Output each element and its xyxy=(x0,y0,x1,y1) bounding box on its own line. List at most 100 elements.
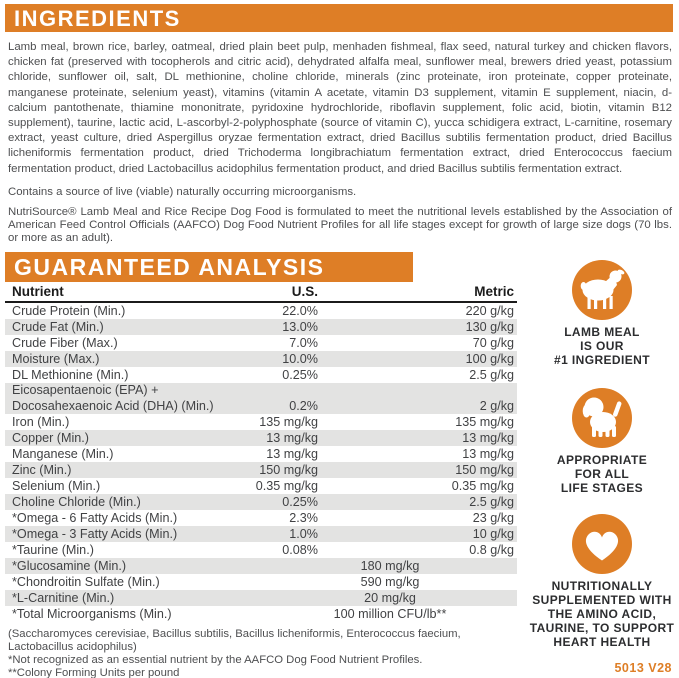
ingredients-title: INGREDIENTS xyxy=(14,6,181,31)
nutrient-cell: DL Methionine (Min.) xyxy=(12,368,129,382)
nutrient-cell: *Taurine (Min.) xyxy=(12,543,94,557)
table-row: Crude Fat (Min.) 13.0% 130 g/kg xyxy=(5,319,517,335)
us-value-cell: 10.0% xyxy=(282,352,318,366)
nutrient-cell: *L-Carnitine (Min.) xyxy=(12,591,115,605)
metric-value-cell: 100 g/kg xyxy=(465,352,514,366)
badge-heart-health-label: NUTRITIONALLY SUPPLEMENTED WITH THE AMIN… xyxy=(529,579,675,649)
us-value-cell: 13.0% xyxy=(282,320,318,334)
column-header-us: U.S. xyxy=(243,284,318,303)
nutrient-cell: Crude Protein (Min.) xyxy=(12,304,126,318)
badge-column: LAMB MEAL IS OUR #1 INGREDIENT xyxy=(527,256,677,676)
nutrient-line-1: Eicosapentaenoic (EPA) + xyxy=(12,383,159,397)
nutrient-cell: Iron (Min.) xyxy=(12,415,70,429)
nutrient-cell: Zinc (Min.) xyxy=(12,463,72,477)
metric-value-cell: 10 g/kg xyxy=(472,527,514,541)
aafco-statement: NutriSource® Lamb Meal and Rice Recipe D… xyxy=(8,206,672,245)
nutrient-cell: Eicosapentaenoic (EPA) + Docosahexaenoic… xyxy=(5,383,243,414)
table-row: Moisture (Max.) 10.0% 100 g/kg xyxy=(5,351,517,367)
nutrient-cell: Moisture (Max.) xyxy=(12,352,100,366)
nutrient-cell: Crude Fat (Min.) xyxy=(12,320,104,334)
nutrient-cell: *Chondroitin Sulfate (Min.) xyxy=(12,575,160,589)
nutrient-cell: Manganese (Min.) xyxy=(12,447,114,461)
puppy-icon xyxy=(572,388,632,448)
metric-value-cell: 220 g/kg xyxy=(465,304,514,318)
badge-life-stages: APPROPRIATE FOR ALL LIFE STAGES xyxy=(527,388,677,495)
us-value-cell: 13 mg/kg xyxy=(266,431,318,445)
us-value-cell: 0.08% xyxy=(282,543,318,557)
badge-heart-health: NUTRITIONALLY SUPPLEMENTED WITH THE AMIN… xyxy=(527,514,677,649)
metric-value-cell: 13 mg/kg xyxy=(462,431,514,445)
microorganisms-note: Contains a source of live (viable) natur… xyxy=(8,185,357,198)
metric-value-cell: 150 mg/kg xyxy=(455,463,514,477)
guaranteed-analysis-section: GUARANTEED ANALYSIS Nutrient U.S. Metric… xyxy=(5,252,517,678)
table-row: *Chondroitin Sulfate (Min.) 590 mg/kg xyxy=(5,574,517,590)
column-header-metric: Metric xyxy=(318,284,517,303)
span-value-cell: 180 mg/kg xyxy=(360,559,420,573)
us-value-cell: 135 mg/kg xyxy=(259,415,318,429)
us-value-cell: 0.25% xyxy=(282,368,318,382)
table-row: Crude Fiber (Max.) 7.0% 70 g/kg xyxy=(5,335,517,351)
table-row: *Glucosamine (Min.) 180 mg/kg xyxy=(5,558,517,574)
metric-value-cell: 2.5 g/kg xyxy=(469,368,514,382)
table-row: Copper (Min.) 13 mg/kg 13 mg/kg xyxy=(5,430,517,446)
span-value-cell: 20 mg/kg xyxy=(364,591,416,605)
table-row: *Taurine (Min.) 0.08% 0.8 g/kg xyxy=(5,542,517,558)
ingredients-header-bar: INGREDIENTS xyxy=(5,4,673,32)
product-code: 5013 V28 xyxy=(614,661,672,675)
metric-value-cell: 0.35 mg/kg xyxy=(451,479,514,493)
metric-value-cell: 13 mg/kg xyxy=(462,447,514,461)
nutrient-cell: *Total Microorganisms (Min.) xyxy=(12,607,172,621)
metric-value-cell: 23 g/kg xyxy=(472,511,514,525)
us-value-cell: 0.25% xyxy=(282,495,318,509)
us-value-cell: 150 mg/kg xyxy=(259,463,318,477)
table-row: DL Methionine (Min.) 0.25% 2.5 g/kg xyxy=(5,367,517,383)
badge-lamb-label: LAMB MEAL IS OUR #1 INGREDIENT xyxy=(554,325,650,367)
table-row: Zinc (Min.) 150 mg/kg 150 mg/kg xyxy=(5,462,517,478)
footnote-not-recognized: *Not recognized as an essential nutrient… xyxy=(8,654,423,666)
us-value-cell: 22.0% xyxy=(282,304,318,318)
table-row: Choline Chloride (Min.) 0.25% 2.5 g/kg xyxy=(5,494,517,510)
nutrient-cell: Copper (Min.) xyxy=(12,431,89,445)
table-row: Manganese (Min.) 13 mg/kg 13 mg/kg xyxy=(5,446,517,462)
guaranteed-analysis-header-bar: GUARANTEED ANALYSIS xyxy=(5,252,413,282)
table-row: *Omega - 3 Fatty Acids (Min.) 1.0% 10 g/… xyxy=(5,526,517,542)
nutrient-cell: *Omega - 6 Fatty Acids (Min.) xyxy=(12,511,178,525)
nutrient-cell: Choline Chloride (Min.) xyxy=(12,495,141,509)
guaranteed-analysis-table: Nutrient U.S. Metric Crude Protein (Min.… xyxy=(5,284,517,622)
nutrient-cell: *Glucosamine (Min.) xyxy=(12,559,127,573)
ingredients-paragraph: Lamb meal, brown rice, barley, oatmeal, … xyxy=(8,41,672,175)
table-row: *Total Microorganisms (Min.) 100 million… xyxy=(5,606,517,622)
nutrient-line-2: Docosahexaenoic Acid (DHA) (Min.) xyxy=(12,398,214,413)
metric-value-cell: 2.5 g/kg xyxy=(469,495,514,509)
lamb-icon xyxy=(572,260,632,320)
column-header-nutrient: Nutrient xyxy=(5,284,243,303)
metric-value-cell: 2 g/kg xyxy=(479,399,514,413)
table-row: Eicosapentaenoic (EPA) + Docosahexaenoic… xyxy=(5,383,517,414)
metric-value-cell: 0.8 g/kg xyxy=(469,543,514,557)
table-row: Iron (Min.) 135 mg/kg 135 mg/kg xyxy=(5,414,517,430)
table-row: Crude Protein (Min.) 22.0% 220 g/kg xyxy=(5,302,517,319)
guaranteed-analysis-title: GUARANTEED ANALYSIS xyxy=(14,254,325,280)
nutrient-cell: Crude Fiber (Max.) xyxy=(12,336,118,350)
metric-value-cell: 70 g/kg xyxy=(472,336,514,350)
table-header-row: Nutrient U.S. Metric xyxy=(5,284,517,303)
footnote-microorganism-species: (Saccharomyces cerevisiae, Bacillus subt… xyxy=(8,628,461,653)
metric-value-cell: 135 mg/kg xyxy=(455,415,514,429)
us-value-cell: 1.0% xyxy=(289,527,318,541)
badge-life-stages-label: APPROPRIATE FOR ALL LIFE STAGES xyxy=(556,453,648,495)
us-value-cell: 2.3% xyxy=(289,511,318,525)
us-value-cell: 0.2% xyxy=(289,399,318,413)
span-value-cell: 590 mg/kg xyxy=(360,575,420,589)
badge-lamb-meal: LAMB MEAL IS OUR #1 INGREDIENT xyxy=(527,260,677,367)
table-row: *L-Carnitine (Min.) 20 mg/kg xyxy=(5,590,517,606)
span-value-cell: 100 million CFU/lb** xyxy=(333,607,447,621)
heart-icon xyxy=(572,514,632,574)
metric-value-cell: 130 g/kg xyxy=(465,320,514,334)
us-value-cell: 0.35 mg/kg xyxy=(255,479,318,493)
nutrient-cell: Selenium (Min.) xyxy=(12,479,101,493)
us-value-cell: 7.0% xyxy=(289,336,318,350)
ingredients-section: Lamb meal, brown rice, barley, oatmeal, … xyxy=(8,40,672,245)
table-row: Selenium (Min.) 0.35 mg/kg 0.35 mg/kg xyxy=(5,478,517,494)
table-row: *Omega - 6 Fatty Acids (Min.) 2.3% 23 g/… xyxy=(5,510,517,526)
